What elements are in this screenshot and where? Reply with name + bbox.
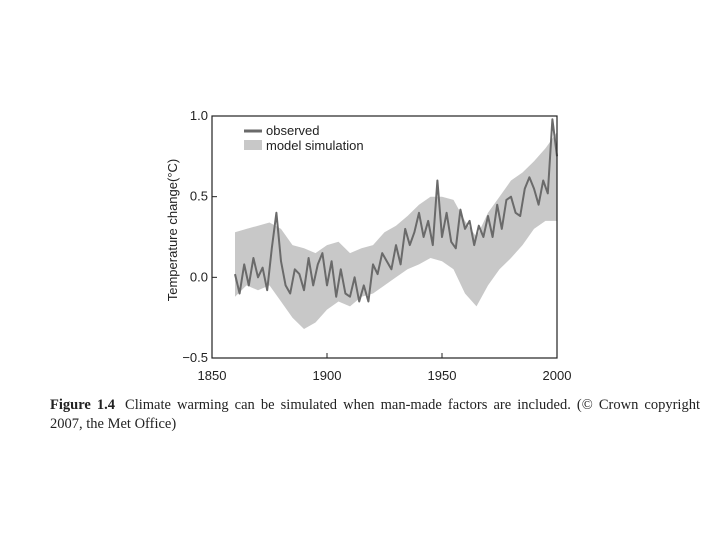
y-axis: −0.5 0.0 0.5 1.0 <box>182 108 217 365</box>
y-tick-label: 0.0 <box>190 269 208 284</box>
y-tick-label: 1.0 <box>190 108 208 123</box>
plot-frame <box>211 115 558 359</box>
caption-text: Climate warming can be simulated when ma… <box>50 397 700 432</box>
legend-observed-label: observed <box>266 123 319 138</box>
x-tick-label: 1950 <box>428 368 457 383</box>
chart: observed model simulation 1850 1900 1950 20… <box>165 108 572 383</box>
figure-label: Figure 1.4 <box>50 397 116 413</box>
x-tick-label: 1850 <box>198 368 227 383</box>
x-axis: 1850 1900 1950 2000 <box>198 353 572 383</box>
y-axis-label: Temperature change(°C) <box>165 159 180 302</box>
legend: observed model simulation <box>244 123 364 153</box>
y-tick-label: −0.5 <box>182 350 208 365</box>
series-model-simulation-band <box>235 132 557 329</box>
legend-model-label: model simulation <box>266 138 364 153</box>
plot-area <box>234 118 558 329</box>
x-tick-label: 1900 <box>313 368 342 383</box>
figure-caption: Figure 1.4 Climate warming can be simulat… <box>50 396 700 434</box>
x-tick-label: 2000 <box>543 368 572 383</box>
series-observed-line <box>234 118 558 303</box>
legend-model-swatch <box>244 140 262 150</box>
y-tick-label: 0.5 <box>190 189 208 204</box>
